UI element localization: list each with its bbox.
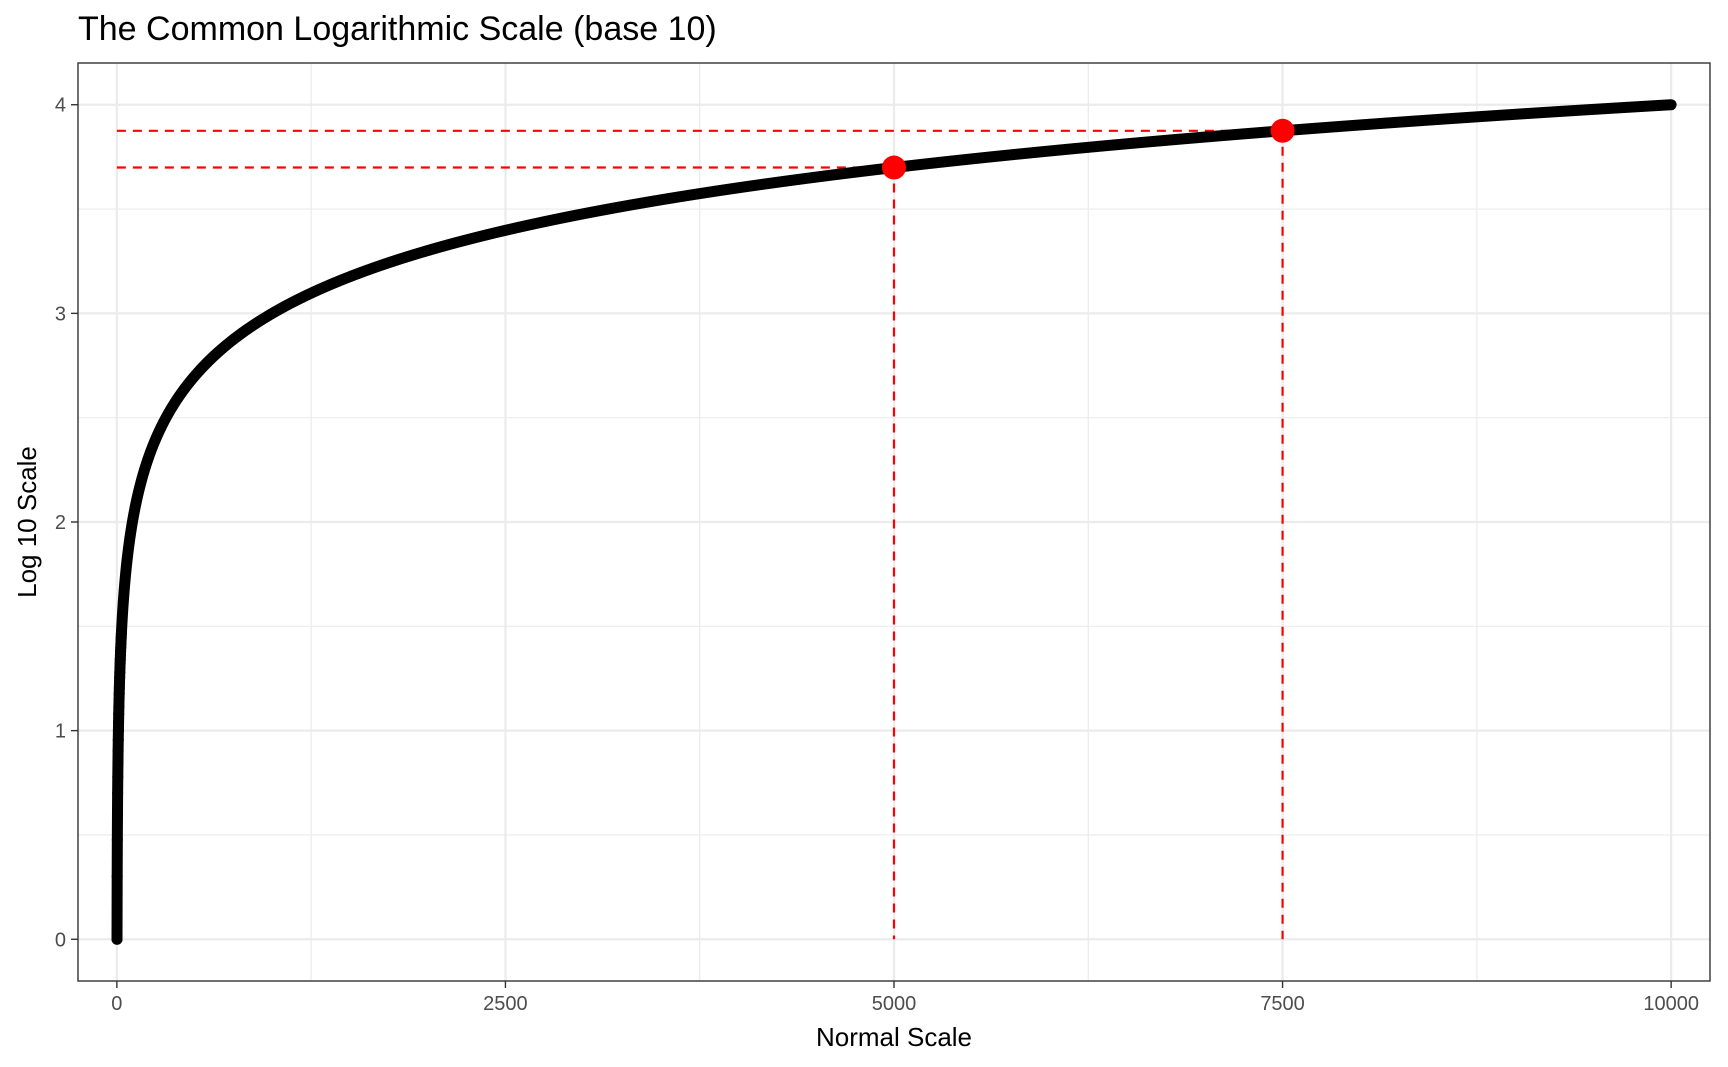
y-tick-label: 3: [55, 303, 66, 325]
series-point: [113, 716, 125, 728]
x-tick-label: 5000: [872, 993, 917, 1015]
series-point: [112, 745, 124, 757]
x-tick-label: 2500: [483, 993, 528, 1015]
series-point: [112, 787, 124, 799]
highlight-point: [1270, 118, 1295, 143]
series-point: [112, 771, 124, 783]
chart-title: The Common Logarithmic Scale (base 10): [78, 10, 717, 48]
series-point: [111, 933, 123, 945]
series-point: [112, 725, 124, 737]
y-tick-label: 0: [55, 929, 66, 951]
y-axis-title: Log 10 Scale: [12, 446, 42, 598]
series-point: [116, 625, 128, 637]
y-tick-label: 4: [55, 95, 66, 117]
x-tick-label: 10000: [1643, 993, 1699, 1015]
series-point: [111, 808, 123, 820]
y-axis: 0 1 2 3 4: [55, 95, 78, 951]
x-tick-label: 7500: [1260, 993, 1305, 1015]
series-point: [111, 870, 123, 882]
reference-lines: [116, 129, 1284, 940]
y-tick-label: 1: [55, 721, 66, 743]
x-axis: 0 2500 5000 7500 10000: [111, 981, 1699, 1015]
x-axis-title: Normal Scale: [816, 1022, 972, 1052]
x-tick-label: 0: [111, 993, 122, 1015]
series-point: [112, 757, 124, 769]
highlight-point: [882, 155, 906, 180]
series-point: [112, 734, 124, 746]
highlighted-points: [882, 118, 1295, 180]
y-tick-label: 2: [55, 512, 66, 534]
series-point: [111, 834, 123, 846]
